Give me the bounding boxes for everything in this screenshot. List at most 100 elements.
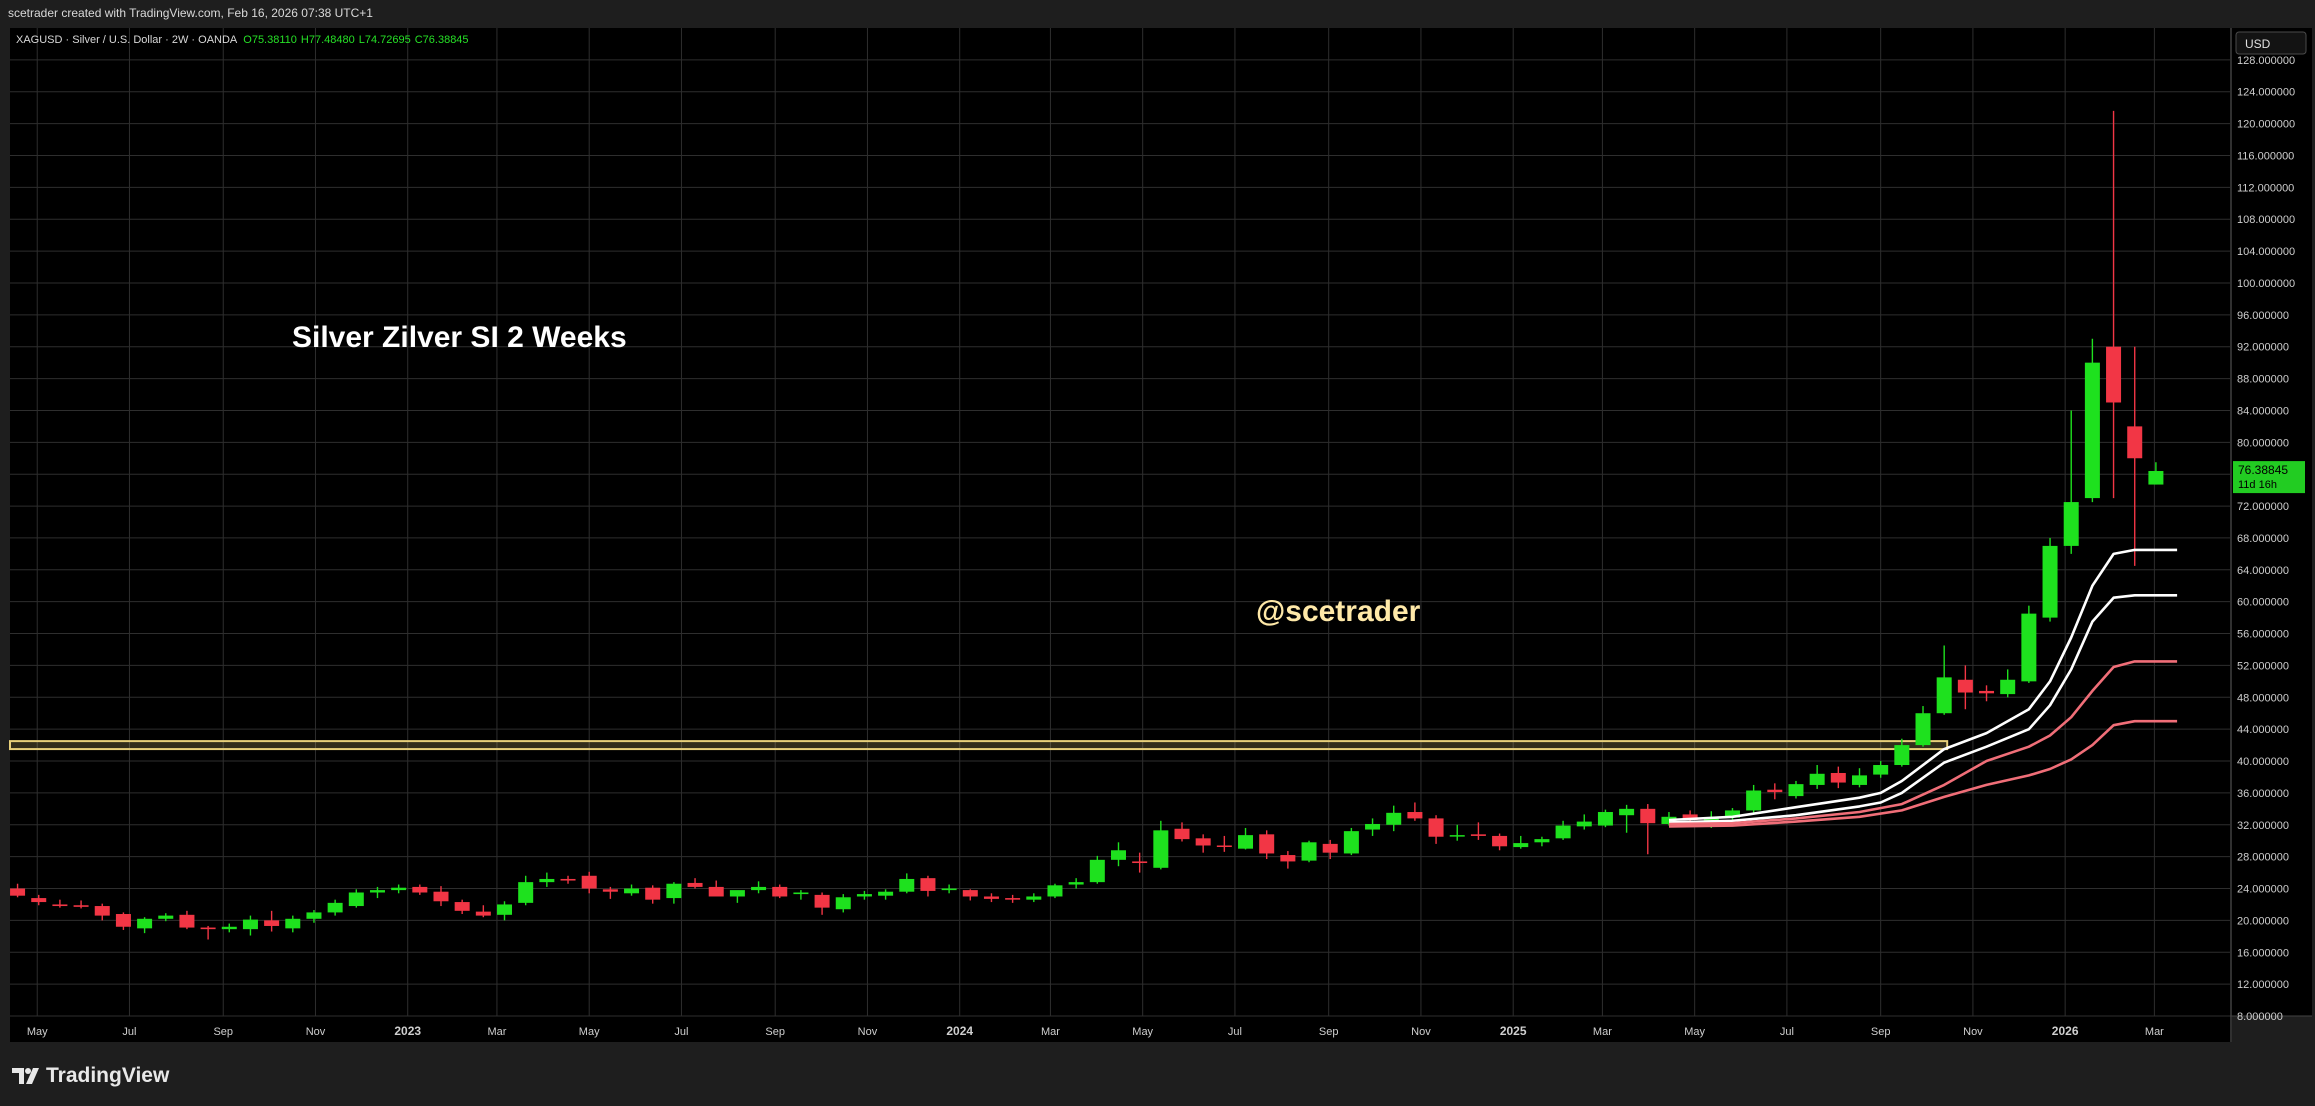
ema-line-white <box>1668 548 2178 822</box>
candle-down <box>560 878 576 881</box>
candle-up <box>1703 817 1719 821</box>
header-caption: scetrader created with TradingView.com, … <box>8 6 373 20</box>
resistance-zone <box>9 740 1949 751</box>
candle-down <box>264 920 280 926</box>
candle-up <box>1026 896 1042 900</box>
price-tick-label: 44.000000 <box>2237 724 2289 736</box>
price-tick-label: 52.000000 <box>2237 660 2289 672</box>
candle-down <box>31 898 47 903</box>
candle-up <box>1238 835 1254 849</box>
candle-up <box>899 878 915 892</box>
candle-down <box>1767 789 1783 793</box>
candle-up <box>1597 812 1613 826</box>
candle-up <box>1343 831 1359 854</box>
time-axis-panel[interactable] <box>10 1016 2230 1042</box>
candle-up <box>221 926 237 930</box>
candle-down <box>454 902 470 911</box>
time-tick-label: Jul <box>1780 1026 1794 1038</box>
price-tick-label: 108.000000 <box>2237 214 2295 226</box>
candle-up <box>327 902 343 913</box>
candle-down <box>1492 835 1508 847</box>
candles <box>10 110 2164 940</box>
time-tick-label: Nov <box>1963 1026 1983 1038</box>
candle-up <box>1724 810 1740 818</box>
price-tick-label: 104.000000 <box>2237 246 2295 258</box>
ohlc-close: C76.38845 <box>415 34 469 46</box>
candle-down <box>962 890 978 897</box>
price-tick-label: 36.000000 <box>2237 788 2289 800</box>
time-tick-label: Jul <box>1228 1026 1242 1038</box>
candle-up <box>1153 830 1169 868</box>
price-tick-label: 80.000000 <box>2237 437 2289 449</box>
tradingview-logo[interactable]: TradingView <box>12 1064 169 1088</box>
candle-up <box>1301 842 1317 861</box>
candle-up <box>242 919 258 930</box>
candle-up <box>539 878 555 883</box>
price-tick-label: 124.000000 <box>2237 87 2295 99</box>
time-tick-label: Nov <box>306 1026 326 1038</box>
candle-up <box>1788 784 1804 797</box>
currency-label[interactable]: USD <box>2245 37 2271 51</box>
candle-down <box>475 911 491 916</box>
candle-down <box>1407 812 1423 819</box>
price-tick-label: 56.000000 <box>2237 629 2289 641</box>
candle-down <box>1174 828 1190 840</box>
time-tick-label: 2025 <box>1500 1024 1527 1038</box>
candle-down <box>1470 834 1486 836</box>
candle-up <box>1365 823 1381 830</box>
candle-up <box>497 904 513 915</box>
price-tick-label: 48.000000 <box>2237 692 2289 704</box>
candle-up <box>158 915 174 919</box>
price-tick-label: 28.000000 <box>2237 852 2289 864</box>
candle-down <box>94 906 110 916</box>
candle-up <box>1746 790 1762 811</box>
candle-down <box>200 927 216 930</box>
ohlc-open: O75.38110 <box>243 34 297 46</box>
last-price-box <box>2233 461 2305 494</box>
tradingview-logo-icon <box>12 1068 39 1084</box>
candle-down <box>179 914 195 928</box>
candle-up <box>137 918 153 929</box>
currency-button[interactable]: USD <box>2235 31 2307 55</box>
price-axis-panel[interactable] <box>2232 28 2312 1016</box>
candle-up <box>1936 677 1952 714</box>
candlestick-chart[interactable]: 128.000000 124.000000 120.000000 116.000000… <box>0 26 2315 1044</box>
candle-up <box>1089 859 1105 883</box>
candle-up <box>835 897 851 910</box>
ema-line-pink <box>1668 719 2178 828</box>
candle-down <box>1428 818 1444 837</box>
time-tick-label: Nov <box>1411 1026 1431 1038</box>
time-tick-label: 2024 <box>946 1024 973 1038</box>
grid <box>10 28 2230 1017</box>
candle-down <box>433 891 449 902</box>
candle-up <box>2000 679 2016 695</box>
time-tick-label: Sep <box>765 1026 785 1038</box>
candle-down <box>115 914 131 927</box>
plot-area[interactable] <box>10 28 2230 1016</box>
time-tick-label: Mar <box>487 1026 506 1038</box>
price-tick-label: 68.000000 <box>2237 533 2289 545</box>
candle-down <box>983 896 999 899</box>
price-tick-label: 16.000000 <box>2237 947 2289 959</box>
ohlc-high: H77.48480 <box>301 34 355 46</box>
candle-up <box>2063 502 2079 546</box>
candle-down <box>1259 834 1275 854</box>
price-tick-label: 120.000000 <box>2237 119 2295 131</box>
price-tick-label: 100.000000 <box>2237 278 2295 290</box>
candle-down <box>1280 855 1296 862</box>
time-tick-label: Mar <box>2145 1026 2164 1038</box>
price-tick-label: 8.000000 <box>2237 1011 2283 1023</box>
candle-down <box>10 888 26 896</box>
candle-down <box>2127 426 2143 459</box>
candle-up <box>1619 808 1635 816</box>
currency-button-box[interactable] <box>2235 31 2307 55</box>
bar-countdown: 11d 16h <box>2238 479 2277 491</box>
candle-up <box>2042 545 2058 618</box>
price-tick-label: 112.000000 <box>2237 182 2294 194</box>
ema-line-pink <box>1668 660 2178 826</box>
ohlc-low: L74.72695 <box>359 34 411 46</box>
time-tick-label: 2023 <box>394 1024 421 1038</box>
candle-down <box>73 905 89 907</box>
candle-up <box>1110 850 1126 860</box>
candle-up <box>306 912 322 919</box>
